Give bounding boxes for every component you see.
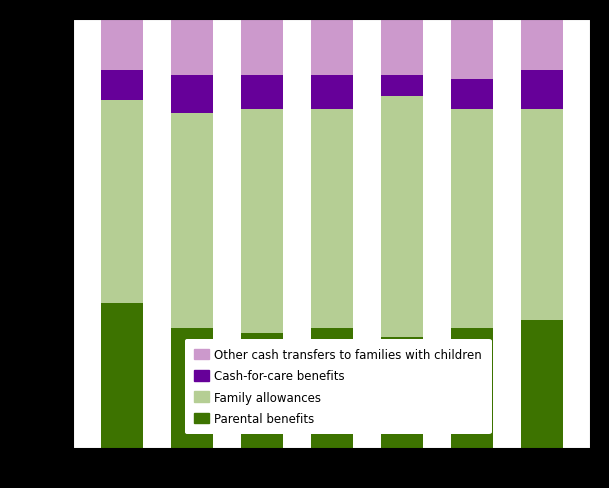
Bar [311,20,353,75]
Bar [381,75,423,97]
Bar [171,329,213,449]
Bar [381,97,423,337]
Bar [101,71,143,101]
Bar [241,110,283,333]
Bar [521,110,563,320]
Bar [311,329,353,449]
Bar [241,75,283,110]
Bar [521,71,563,110]
Bar [451,110,493,329]
Bar [381,337,423,449]
Bar [451,329,493,449]
Bar [521,320,563,449]
Bar [171,114,213,329]
Bar [311,110,353,329]
Bar [311,75,353,110]
Bar [171,20,213,75]
Bar [451,20,493,80]
Bar [101,20,143,71]
Bar [101,101,143,303]
Bar [451,80,493,110]
Bar [241,20,283,75]
Bar [171,75,213,114]
Bar [521,20,563,71]
Bar [241,333,283,449]
Bar [381,20,423,75]
Legend: Other cash transfers to families with children, Cash-for-care benefits, Family a: Other cash transfers to families with ch… [185,339,491,434]
Bar [101,303,143,449]
